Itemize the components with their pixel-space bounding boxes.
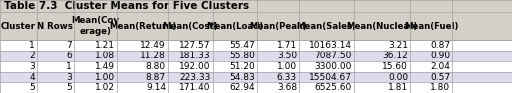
Bar [0, 51, 512, 61]
Text: 7: 7 [66, 41, 72, 50]
Text: 8.80: 8.80 [146, 62, 166, 71]
Text: 2.04: 2.04 [430, 62, 450, 71]
Text: Mean(Load): Mean(Load) [206, 22, 264, 31]
Text: 127.57: 127.57 [179, 41, 211, 50]
Text: 9.14: 9.14 [146, 83, 166, 92]
Text: Mean(Fuel): Mean(Fuel) [404, 22, 458, 31]
Bar [0, 82, 512, 93]
Text: 7087.50: 7087.50 [314, 51, 352, 60]
Text: 4: 4 [29, 73, 35, 82]
Text: Table 7.3  Cluster Means for Five Clusters: Table 7.3 Cluster Means for Five Cluster… [4, 1, 249, 11]
Text: 3300.00: 3300.00 [314, 62, 352, 71]
Text: 3: 3 [66, 73, 72, 82]
Text: 1.02: 1.02 [95, 83, 115, 92]
Text: 1: 1 [66, 62, 72, 71]
Text: 181.33: 181.33 [179, 51, 211, 60]
Text: 54.83: 54.83 [229, 73, 255, 82]
Bar [0, 12, 512, 40]
Text: 171.40: 171.40 [179, 83, 211, 92]
Text: 15.60: 15.60 [382, 62, 408, 71]
Text: Mean(Cost): Mean(Cost) [163, 22, 218, 31]
Text: Mean(Return): Mean(Return) [109, 22, 176, 31]
Text: 0.90: 0.90 [430, 51, 450, 60]
Text: 1.21: 1.21 [95, 41, 115, 50]
Text: 223.33: 223.33 [180, 73, 211, 82]
Text: 51.20: 51.20 [229, 62, 255, 71]
Text: 3.68: 3.68 [277, 83, 297, 92]
Text: 1.08: 1.08 [95, 51, 115, 60]
Text: 1.80: 1.80 [430, 83, 450, 92]
Text: 5: 5 [29, 83, 35, 92]
Text: 1.49: 1.49 [95, 62, 115, 71]
Text: 1: 1 [29, 41, 35, 50]
Text: 1.81: 1.81 [388, 83, 408, 92]
Bar [0, 61, 512, 72]
Text: 0.00: 0.00 [388, 73, 408, 82]
Text: 11.28: 11.28 [140, 51, 166, 60]
Bar [0, 0, 512, 12]
Text: 5: 5 [66, 83, 72, 92]
Text: 2: 2 [29, 51, 35, 60]
Text: 6.33: 6.33 [277, 73, 297, 82]
Text: 192.00: 192.00 [179, 62, 211, 71]
Text: Mean(Cov
erage): Mean(Cov erage) [72, 16, 119, 36]
Bar [0, 72, 512, 82]
Text: 36.12: 36.12 [382, 51, 408, 60]
Text: 6525.60: 6525.60 [314, 83, 352, 92]
Text: 6: 6 [66, 51, 72, 60]
Text: 1.00: 1.00 [277, 62, 297, 71]
Text: 3.50: 3.50 [277, 51, 297, 60]
Text: 0.57: 0.57 [430, 73, 450, 82]
Text: Mean(Peak): Mean(Peak) [249, 22, 307, 31]
Text: Mean(Nuclear): Mean(Nuclear) [346, 22, 418, 31]
Text: 1.71: 1.71 [277, 41, 297, 50]
Text: 1.00: 1.00 [95, 73, 115, 82]
Text: N Rows: N Rows [37, 22, 73, 31]
Text: 15504.67: 15504.67 [309, 73, 352, 82]
Text: 3.21: 3.21 [388, 41, 408, 50]
Text: 3: 3 [29, 62, 35, 71]
Bar [0, 40, 512, 51]
Text: 8.87: 8.87 [146, 73, 166, 82]
Text: Cluster: Cluster [1, 22, 36, 31]
Text: 62.94: 62.94 [229, 83, 255, 92]
Text: 0.87: 0.87 [430, 41, 450, 50]
Text: Mean(Sales): Mean(Sales) [296, 22, 356, 31]
Text: 10163.14: 10163.14 [309, 41, 352, 50]
Text: 55.47: 55.47 [229, 41, 255, 50]
Text: 12.49: 12.49 [140, 41, 166, 50]
Text: 55.80: 55.80 [229, 51, 255, 60]
